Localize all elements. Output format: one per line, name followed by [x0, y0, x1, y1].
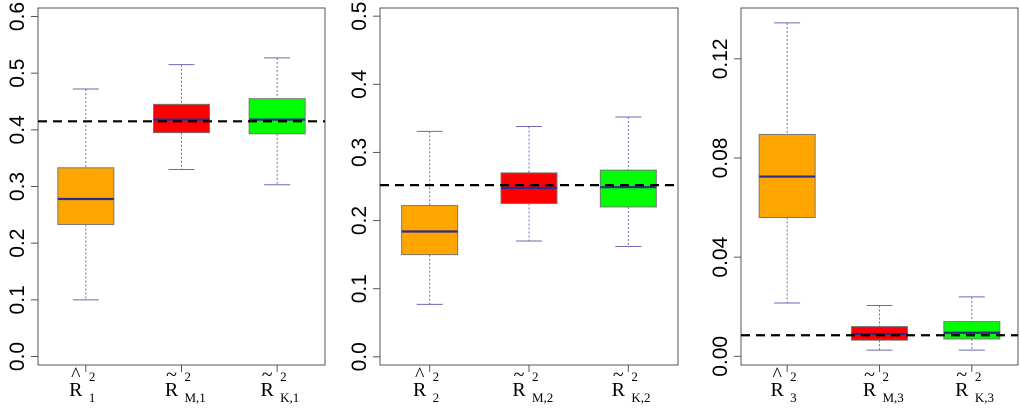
category-label: R~ 2 K,3 [955, 364, 994, 405]
category-subscript: M,1 [185, 390, 206, 405]
box-body [401, 205, 459, 256]
box-body [599, 169, 657, 208]
y-tick-label: 0.4 [348, 69, 371, 99]
y-tick-label: 0.4 [6, 115, 29, 145]
category-subscript: M,2 [532, 390, 553, 405]
category-subscript: K,3 [975, 390, 994, 405]
y-tick-label: 0.5 [348, 2, 371, 31]
category-base: R [512, 379, 526, 401]
category-superscript: 2 [883, 369, 890, 384]
category-superscript: 2 [532, 369, 539, 384]
y-tick-label: 0.08 [709, 138, 732, 179]
category-base: R [770, 379, 784, 401]
box-3 [943, 296, 1001, 351]
y-tick-label: 0.0 [6, 342, 29, 371]
category-label: R~ 2 K,2 [612, 364, 651, 405]
category-subscript: 3 [790, 390, 797, 405]
box-2 [153, 64, 210, 170]
category-subscript: K,2 [631, 390, 650, 405]
y-tick-label: 0.1 [348, 274, 371, 303]
category-label: R^ 2 2 [413, 364, 439, 405]
category-superscript: 2 [975, 369, 982, 384]
category-superscript: 2 [631, 369, 638, 384]
y-tick-label: 0.2 [348, 206, 371, 235]
category-superscript: 2 [185, 369, 192, 384]
boxplot-panel-3: 0.000.040.080.12R^ 23 R~ 2M,3 R~ 2K,3 [709, 7, 1019, 405]
boxplot-panel-1: 0.00.10.20.30.40.50.6R^ 21 R~ 2M,1 R~ 2K,1 [6, 2, 326, 405]
category-subscript: 1 [89, 390, 96, 405]
y-tick-label: 0.12 [709, 38, 732, 79]
category-accent: ~ [262, 364, 273, 386]
y-tick-label: 0.0 [348, 342, 371, 371]
y-tick-label: 0.5 [6, 59, 29, 88]
y-tick-label: 0.3 [6, 172, 29, 201]
category-subscript: M,3 [883, 390, 904, 405]
box-1 [57, 88, 115, 301]
box-body [943, 321, 1001, 340]
category-label: R^ 2 1 [69, 364, 95, 405]
y-tick-label: 0.6 [6, 2, 29, 31]
category-superscript: 2 [790, 369, 797, 384]
y-tick-label: 0.2 [6, 229, 29, 258]
category-accent: ^ [71, 364, 81, 386]
y-tick-label: 0.3 [348, 138, 371, 167]
category-subscript: 2 [433, 390, 440, 405]
category-accent: ^ [772, 364, 782, 386]
category-base: R [69, 379, 83, 401]
category-base: R [260, 379, 274, 401]
category-base: R [863, 379, 877, 401]
box-1 [758, 22, 816, 304]
category-label: R~ 2 M,1 [165, 364, 206, 405]
category-base: R [165, 379, 179, 401]
category-label: R~ 2 M,3 [863, 364, 904, 405]
category-superscript: 2 [89, 369, 96, 384]
box-body [57, 167, 115, 225]
boxplot-panel-2: 0.00.10.20.30.40.5R^ 22 R~ 2M,2 R~ 2K,2 [348, 2, 679, 405]
box-2 [500, 126, 558, 242]
category-subscript: K,1 [280, 390, 299, 405]
category-base: R [612, 379, 626, 401]
y-tick-label: 0.00 [709, 336, 732, 377]
category-base: R [413, 379, 427, 401]
category-label: R~ 2 K,1 [260, 364, 299, 405]
category-label: R~ 2 M,2 [512, 364, 553, 405]
box-2 [851, 305, 908, 351]
category-accent: ~ [514, 364, 525, 386]
box-1 [401, 130, 459, 305]
category-accent: ^ [415, 364, 425, 386]
y-tick-label: 0.04 [709, 236, 732, 277]
category-superscript: 2 [280, 369, 287, 384]
box-3 [599, 116, 657, 247]
category-accent: ~ [864, 364, 875, 386]
category-label: R^ 2 3 [770, 364, 796, 405]
category-accent: ~ [613, 364, 624, 386]
category-accent: ~ [956, 364, 967, 386]
category-superscript: 2 [433, 369, 440, 384]
category-base: R [955, 379, 969, 401]
category-accent: ~ [166, 364, 177, 386]
box-body [248, 98, 306, 135]
box-body [153, 103, 210, 134]
box-3 [248, 57, 306, 186]
y-tick-label: 0.1 [6, 285, 29, 314]
